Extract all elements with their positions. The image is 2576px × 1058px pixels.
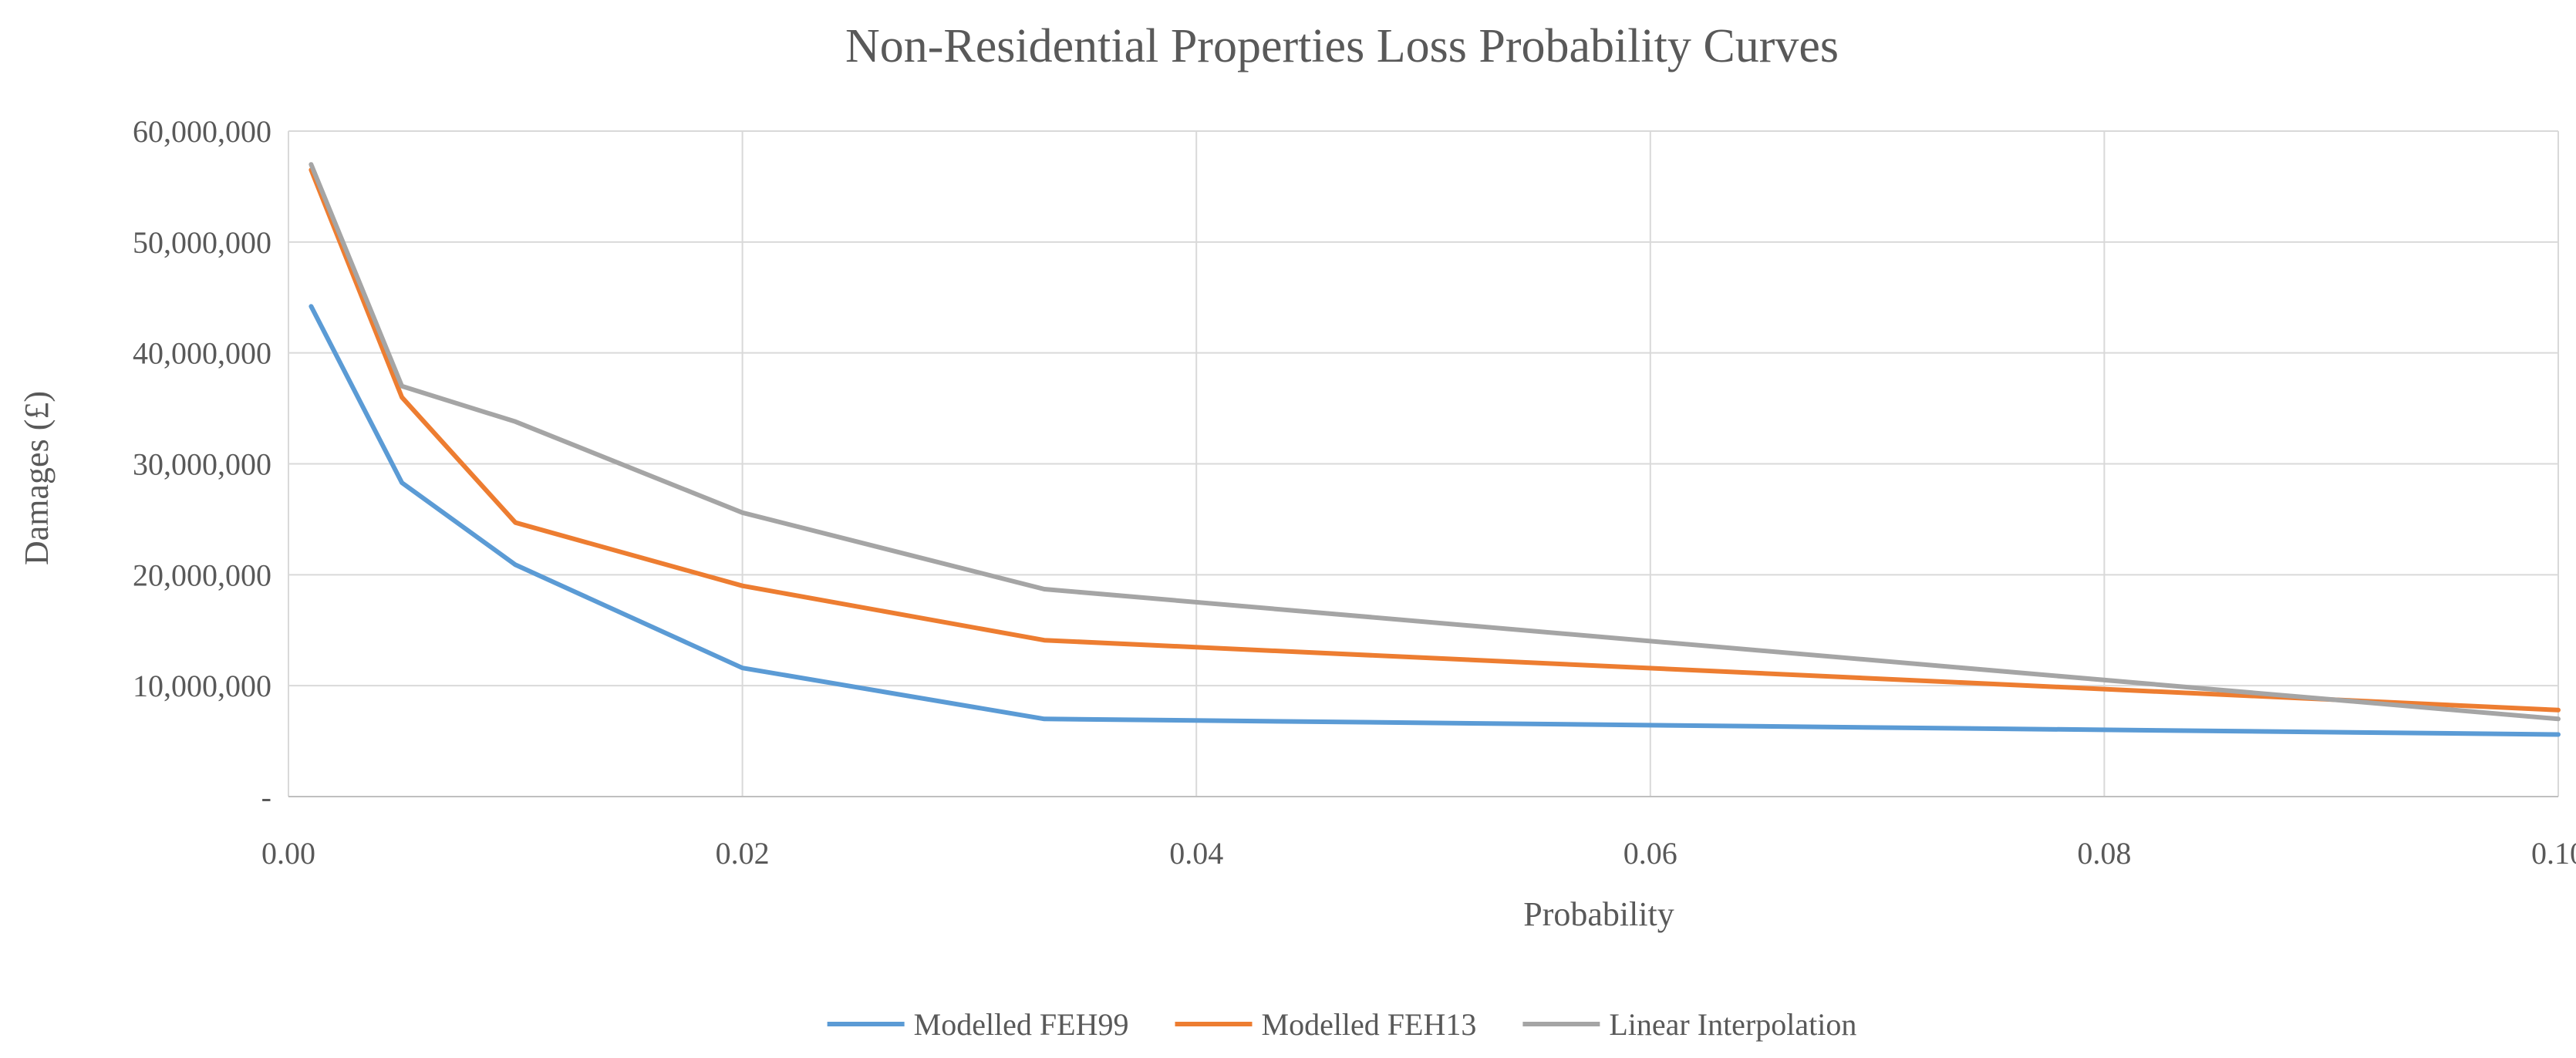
x-tick-label: 0.00: [261, 836, 315, 871]
series-line-linear-interpolation: [309, 162, 2561, 722]
y-tick-label: 10,000,000: [133, 669, 271, 703]
legend-label: Modelled FEH99: [914, 1007, 1129, 1042]
x-tick-label: 0.04: [1169, 836, 1223, 871]
x-tick-label: 0.02: [716, 836, 770, 871]
y-tick-label: 20,000,000: [133, 558, 271, 592]
x-tick-label: 0.10: [2531, 836, 2576, 871]
y-tick-label: 50,000,000: [133, 225, 271, 260]
legend-label: Modelled FEH13: [1262, 1007, 1477, 1042]
series-line-modelled-feh99: [309, 304, 2561, 737]
legend-label: Linear Interpolation: [1609, 1007, 1856, 1042]
x-axis-label: Probability: [1523, 895, 1674, 933]
legend-item-modelled-feh13: Modelled FEH13: [1175, 1007, 1477, 1042]
chart-title: Non-Residential Properties Loss Probabil…: [845, 20, 1839, 72]
gridlines: [288, 130, 2559, 797]
x-tick-label: 0.08: [2077, 836, 2131, 871]
y-tick-label: -: [261, 780, 271, 814]
y-tick-label: 60,000,000: [133, 114, 271, 149]
legend-item-linear-interpolation: Linear Interpolation: [1522, 1007, 1856, 1042]
series-line-modelled-feh13: [309, 167, 2561, 713]
x-tick-label: 0.06: [1623, 836, 1677, 871]
legend: Modelled FEH99 Modelled FEH13 Linear Inter…: [827, 1007, 1856, 1042]
y-tick-label: 40,000,000: [133, 336, 271, 371]
series-lines: [309, 162, 2561, 737]
axes: - 10,000,000 20,000,000 30,000,000 40,000,00…: [133, 114, 2576, 871]
y-tick-label: 30,000,000: [133, 447, 271, 482]
y-axis-label: Damages (£): [18, 391, 56, 565]
legend-item-modelled-feh99: Modelled FEH99: [827, 1007, 1129, 1042]
